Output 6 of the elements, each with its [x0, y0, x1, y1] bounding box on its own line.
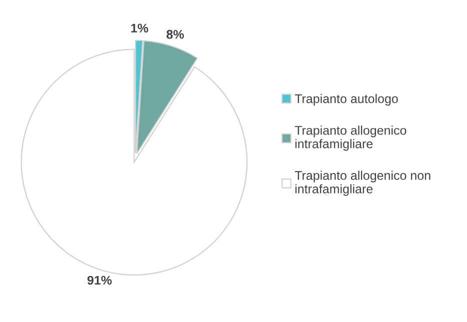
data-label: 8%	[166, 30, 184, 39]
legend-label: Trapianto allogenico intrafamigliare	[294, 126, 406, 151]
legend-label: Trapianto autologo	[294, 94, 398, 106]
data-label: 91%	[87, 276, 112, 285]
legend-label: Trapianto allogenico non intrafamigliare	[294, 170, 430, 196]
data-label: 1%	[131, 24, 148, 33]
